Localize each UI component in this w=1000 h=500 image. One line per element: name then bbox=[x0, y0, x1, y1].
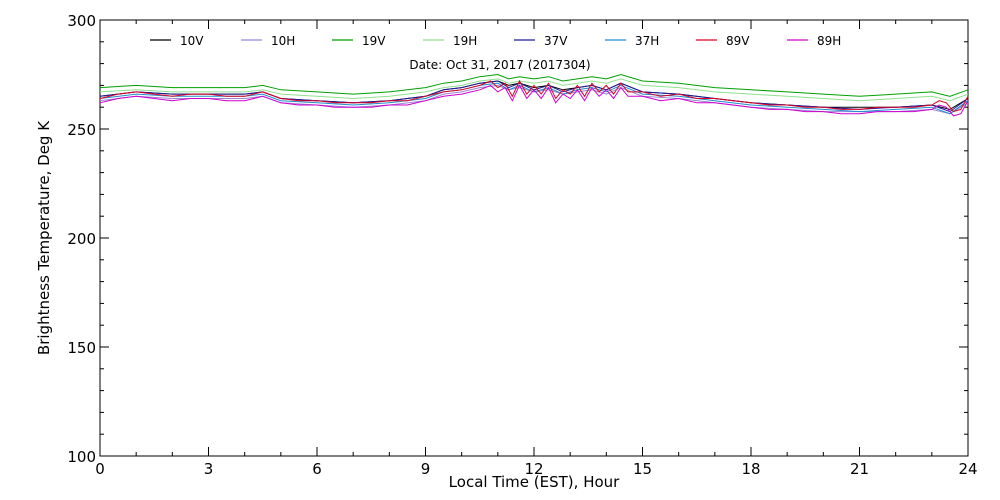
series-line-19h bbox=[99, 78, 969, 102]
legend-label-19v: 19V bbox=[362, 34, 386, 48]
x-tick-label: 3 bbox=[204, 460, 214, 478]
x-axis-title: Local Time (EST), Hour bbox=[449, 473, 620, 491]
series-line-89h bbox=[99, 84, 969, 117]
legend-label-10h: 10H bbox=[271, 34, 295, 48]
legend-label-37v: 37V bbox=[544, 34, 568, 48]
y-tick-label: 150 bbox=[67, 339, 96, 357]
y-tick-label: 250 bbox=[67, 121, 96, 139]
x-tick-label: 9 bbox=[421, 460, 431, 478]
legend-label-10v: 10V bbox=[180, 34, 204, 48]
date-annotation: Date: Oct 31, 2017 (2017304) bbox=[409, 58, 590, 72]
series-lines bbox=[99, 73, 969, 117]
series-line-37h bbox=[99, 82, 969, 115]
axis-ticks bbox=[99, 19, 969, 457]
legend-label-89h: 89H bbox=[817, 34, 841, 48]
series-line-89v bbox=[99, 79, 969, 113]
x-tick-label: 21 bbox=[850, 460, 869, 478]
series-line-19v bbox=[99, 73, 969, 97]
y-tick-label: 300 bbox=[67, 12, 96, 30]
axis-tick-labels: 0 3 6 9 12 15 18 21 24 100 150 200 250 300 bbox=[67, 12, 977, 478]
legend-label-89v: 89V bbox=[726, 34, 750, 48]
y-axis-title: Brightness Temperature, Deg K bbox=[35, 120, 53, 355]
y-tick-label: 200 bbox=[67, 230, 96, 248]
x-tick-label: 15 bbox=[633, 460, 652, 478]
x-tick-label: 24 bbox=[958, 460, 977, 478]
legend-label-19h: 19H bbox=[453, 34, 477, 48]
legend-label-37h: 37H bbox=[635, 34, 659, 48]
x-tick-label: 12 bbox=[524, 460, 543, 478]
legend: 10V 10H 19V 19H 37V 37H 89V 89H bbox=[150, 34, 841, 48]
x-tick-label: 0 bbox=[95, 460, 105, 478]
x-tick-label: 18 bbox=[741, 460, 760, 478]
x-tick-label: 6 bbox=[312, 460, 322, 478]
y-tick-label: 100 bbox=[67, 448, 96, 466]
